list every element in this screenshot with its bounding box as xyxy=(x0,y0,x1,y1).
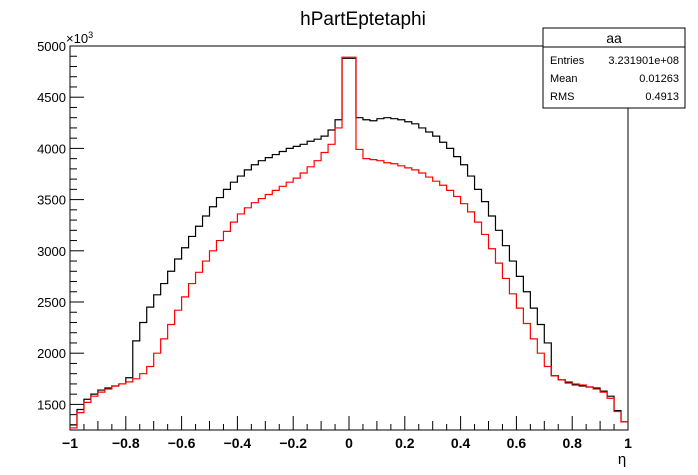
x-axis-label: η xyxy=(618,451,626,468)
y-tick-label: 5000 xyxy=(37,39,66,54)
stats-entries-label: Entries xyxy=(550,55,585,67)
series-layer xyxy=(70,56,628,429)
x-tick-label: 0.2 xyxy=(395,435,415,451)
stats-title: aa xyxy=(606,30,622,46)
y-multiplier: ×103 xyxy=(66,30,93,46)
y-tick-label: 4000 xyxy=(37,141,66,156)
x-tick-label: 0.8 xyxy=(562,435,582,451)
x-tick-label: −0.2 xyxy=(279,435,307,451)
stats-entries-value: 3.231901e+08 xyxy=(608,55,679,67)
y-tick-label: 1500 xyxy=(37,397,66,412)
y-tick-label: 2000 xyxy=(37,346,66,361)
x-tick-label: 0 xyxy=(345,435,353,451)
stats-mean-label: Mean xyxy=(550,73,578,85)
x-axis: −1 −0.8 −0.6 −0.4 −0.2 0 0.2 0.4 0.6 0.8 1 xyxy=(62,416,632,451)
stats-rms-value: 0.4913 xyxy=(645,91,679,103)
x-tick-label: −0.4 xyxy=(224,435,252,451)
x-tick-label: −1 xyxy=(62,435,78,451)
stats-mean-value: 0.01263 xyxy=(639,73,679,85)
x-tick-label: −0.6 xyxy=(168,435,196,451)
stats-rms-label: RMS xyxy=(550,91,574,103)
stats-box: aa Entries 3.231901e+08 Mean 0.01263 RMS… xyxy=(542,27,686,109)
x-tick-label: −0.8 xyxy=(112,435,140,451)
y-tick-label: 3500 xyxy=(37,193,66,208)
chart-title: hPartEptetaphi xyxy=(300,9,426,30)
y-tick-label: 2500 xyxy=(37,295,66,310)
y-tick-label: 3000 xyxy=(37,244,66,259)
y-tick-label: 4500 xyxy=(37,90,66,105)
x-tick-label: 0.4 xyxy=(451,435,471,451)
histogram-series-1 xyxy=(70,57,628,426)
histogram-series-2 xyxy=(70,56,628,429)
y-multiplier-base: ×10 xyxy=(66,31,88,46)
y-axis: 1500 2000 2500 3000 3500 4000 4500 5000 xyxy=(37,39,84,426)
x-tick-label: 0.6 xyxy=(507,435,527,451)
x-tick-label: 1 xyxy=(624,435,632,451)
y-multiplier-exponent: 3 xyxy=(88,30,93,40)
